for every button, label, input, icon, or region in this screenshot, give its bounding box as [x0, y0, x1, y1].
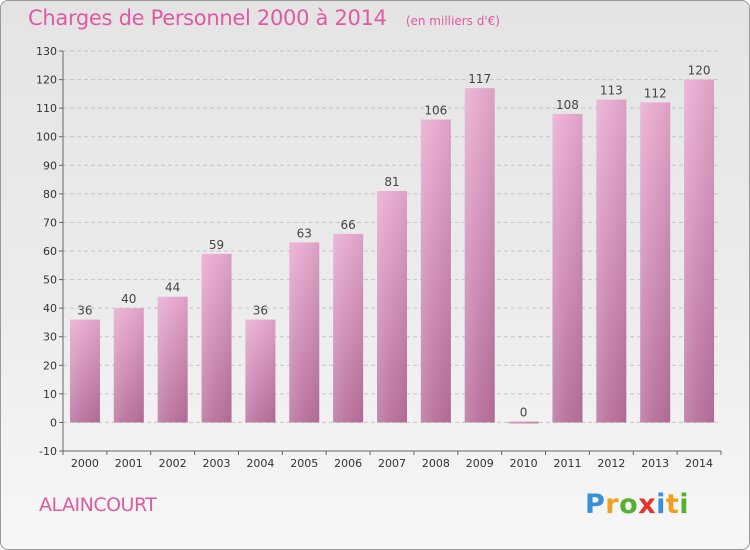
- bar-shade-2010: [508, 421, 539, 424]
- bar-shade-2001: [113, 308, 144, 423]
- y-tick-label: 120: [36, 74, 57, 87]
- y-tick-label: 30: [43, 331, 57, 344]
- logo-letter: o: [619, 489, 639, 520]
- bar-shade-2013: [640, 102, 671, 423]
- data-label-2000: 36: [77, 304, 92, 318]
- y-tick-label: 40: [43, 302, 57, 315]
- data-labels: 36 40 44 59 36 63 66 81 106 117 0 108 113 112 120: [77, 64, 710, 420]
- x-tick-label-2012: 2012: [597, 457, 625, 470]
- data-label-2011: 108: [556, 98, 579, 112]
- x-tick-label-2009: 2009: [466, 457, 494, 470]
- y-tick-label: 60: [43, 245, 57, 258]
- y-tick-label: 0: [50, 416, 57, 429]
- bar-shade-2009: [464, 88, 495, 423]
- y-tick-label: 90: [43, 159, 57, 172]
- commune-name: ALAINCOURT: [39, 494, 157, 516]
- data-label-2009: 117: [468, 72, 491, 86]
- bars: [69, 79, 715, 424]
- y-tick-label: 80: [43, 188, 57, 201]
- bar-shade-2003: [201, 253, 232, 423]
- y-tick-label: 20: [43, 359, 57, 372]
- bar-shade-2012: [596, 99, 627, 423]
- logo-letter: P: [585, 489, 606, 520]
- data-label-2013: 112: [644, 86, 667, 100]
- chart-title-block: Charges de Personnel 2000 à 2014 (en mil…: [28, 6, 500, 30]
- x-tick-label-2000: 2000: [71, 457, 99, 470]
- data-label-2001: 40: [121, 292, 136, 306]
- y-tick-label: 100: [36, 131, 57, 144]
- x-tick-label-2010: 2010: [510, 457, 538, 470]
- bar-shade-2006: [333, 233, 364, 423]
- proxiti-logo: Proxiti: [585, 489, 689, 520]
- data-label-2010: 0: [520, 405, 528, 419]
- x-tick-label-2008: 2008: [422, 457, 450, 470]
- logo-letter: r: [605, 489, 620, 520]
- chart-title: Charges de Personnel 2000 à 2014: [28, 6, 387, 30]
- x-tick-label-2005: 2005: [290, 457, 318, 470]
- logo-letter: x: [638, 489, 657, 520]
- bar-shade-2000: [69, 319, 100, 423]
- bar-shade-2005: [289, 242, 320, 423]
- x-tick-label-2013: 2013: [641, 457, 669, 470]
- logo-letter: i: [679, 489, 690, 520]
- x-tick-label-2006: 2006: [334, 457, 362, 470]
- y-tick-label: -10: [39, 445, 57, 458]
- y-tick-label: 70: [43, 216, 57, 229]
- bar-shade-2011: [552, 113, 583, 423]
- data-label-2003: 59: [209, 238, 224, 252]
- x-tick-label-2002: 2002: [159, 457, 187, 470]
- axes: -10 0 10 20 30 40 50 60 70 80 90 100 110 120 130 2000 20…: [36, 45, 722, 470]
- data-label-2005: 63: [297, 226, 312, 240]
- y-tick-label: 110: [36, 102, 57, 115]
- y-tick-label: 50: [43, 274, 57, 287]
- bar-shade-2002: [157, 296, 188, 423]
- data-label-2004: 36: [253, 304, 268, 318]
- x-tick-label-2001: 2001: [115, 457, 143, 470]
- y-tick-label: 130: [36, 45, 57, 58]
- x-tick-label-2003: 2003: [203, 457, 231, 470]
- data-label-2002: 44: [165, 281, 180, 295]
- data-label-2012: 113: [600, 84, 623, 98]
- bar-shade-2004: [245, 319, 276, 423]
- y-tick-label: 10: [43, 388, 57, 401]
- x-tick-label-2004: 2004: [246, 457, 274, 470]
- data-label-2006: 66: [340, 218, 355, 232]
- logo-letter: i: [656, 489, 666, 520]
- data-label-2007: 81: [384, 175, 399, 189]
- x-tick-label-2014: 2014: [685, 457, 713, 470]
- bar-shade-2007: [377, 191, 407, 423]
- logo-letter: t: [665, 489, 680, 520]
- data-label-2008: 106: [424, 104, 447, 118]
- chart-subtitle: (en milliers d'€): [405, 14, 500, 28]
- bar-shade-2008: [420, 119, 451, 423]
- bar-shade-2014: [684, 79, 715, 423]
- x-tick-label-2011: 2011: [553, 457, 581, 470]
- x-tick-label-2007: 2007: [378, 457, 406, 470]
- data-label-2014: 120: [688, 64, 711, 78]
